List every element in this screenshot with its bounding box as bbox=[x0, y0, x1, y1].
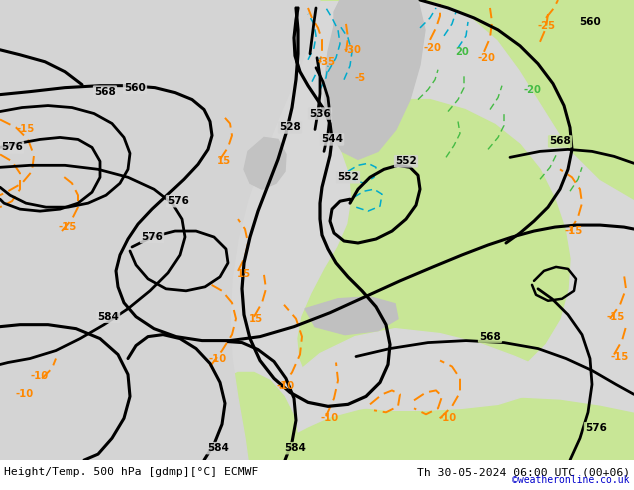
Text: -35: -35 bbox=[317, 57, 335, 67]
Text: -20: -20 bbox=[523, 85, 541, 95]
Polygon shape bbox=[334, 0, 380, 50]
Text: 584: 584 bbox=[207, 443, 229, 453]
Text: 560: 560 bbox=[579, 17, 601, 27]
Text: -15: -15 bbox=[59, 222, 77, 232]
Text: -10: -10 bbox=[31, 371, 49, 381]
Text: 560: 560 bbox=[124, 83, 146, 93]
Text: 576: 576 bbox=[141, 232, 163, 242]
Text: 536: 536 bbox=[309, 108, 331, 119]
Text: 552: 552 bbox=[395, 156, 417, 166]
Text: -10: -10 bbox=[16, 390, 34, 399]
Text: -25: -25 bbox=[537, 21, 555, 31]
Polygon shape bbox=[0, 0, 320, 460]
Text: 544: 544 bbox=[321, 134, 343, 145]
Polygon shape bbox=[244, 137, 286, 189]
Text: 15: 15 bbox=[237, 269, 251, 279]
Text: -30: -30 bbox=[343, 45, 361, 55]
Text: 15: 15 bbox=[217, 156, 231, 166]
Text: -10: -10 bbox=[439, 413, 457, 423]
Polygon shape bbox=[317, 0, 634, 199]
Text: 576: 576 bbox=[1, 143, 23, 152]
Text: -20: -20 bbox=[423, 43, 441, 53]
Polygon shape bbox=[305, 297, 398, 335]
Text: -20: -20 bbox=[477, 53, 495, 63]
Text: 576: 576 bbox=[585, 423, 607, 433]
Polygon shape bbox=[170, 372, 298, 460]
Text: -15: -15 bbox=[607, 312, 625, 322]
Text: ©weatheronline.co.uk: ©weatheronline.co.uk bbox=[512, 475, 630, 485]
Text: -15: -15 bbox=[565, 226, 583, 236]
Text: 528: 528 bbox=[279, 122, 301, 132]
Polygon shape bbox=[240, 398, 634, 460]
Text: -15: -15 bbox=[611, 351, 629, 362]
Text: 20: 20 bbox=[455, 47, 469, 57]
Text: 552: 552 bbox=[337, 172, 359, 182]
Text: Th 30-05-2024 06:00 UTC (00+06): Th 30-05-2024 06:00 UTC (00+06) bbox=[417, 467, 630, 477]
Text: -5: -5 bbox=[354, 73, 366, 83]
Polygon shape bbox=[298, 99, 570, 408]
Text: -10: -10 bbox=[209, 353, 227, 364]
Text: Height/Temp. 500 hPa [gdmp][°C] ECMWF: Height/Temp. 500 hPa [gdmp][°C] ECMWF bbox=[4, 467, 259, 477]
Text: -10: -10 bbox=[321, 413, 339, 423]
Polygon shape bbox=[325, 0, 425, 159]
Text: 576: 576 bbox=[167, 196, 189, 206]
Text: 568: 568 bbox=[94, 87, 116, 97]
Text: 568: 568 bbox=[479, 332, 501, 342]
Text: -10: -10 bbox=[277, 381, 295, 392]
Polygon shape bbox=[296, 329, 548, 410]
Text: -15: -15 bbox=[17, 124, 35, 134]
Text: 15: 15 bbox=[249, 314, 263, 324]
Text: 584: 584 bbox=[284, 443, 306, 453]
Text: 584: 584 bbox=[97, 312, 119, 322]
Text: 568: 568 bbox=[549, 136, 571, 147]
